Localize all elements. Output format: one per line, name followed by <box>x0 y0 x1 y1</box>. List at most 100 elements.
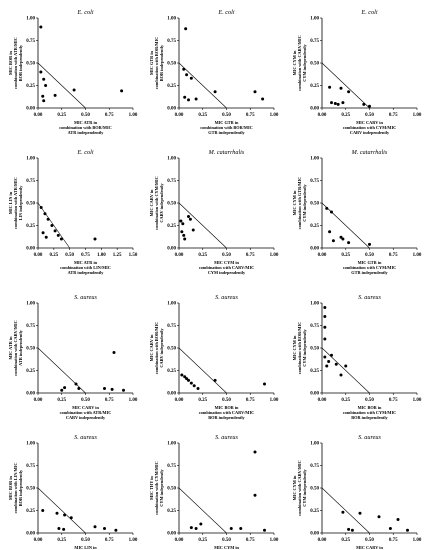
x-tick-label: 0.25 <box>57 538 66 543</box>
reference-line <box>321 347 370 394</box>
data-point <box>358 511 362 515</box>
x-tick-label: 0.50 <box>81 398 90 403</box>
x-axis-label: MIC ATR in <box>74 260 98 265</box>
chart-title: E. coli <box>76 149 93 156</box>
data-point <box>41 231 45 235</box>
y-tick-label: 0.75 <box>310 179 319 184</box>
x-axis-label: combination with CYM/MIC <box>343 125 396 130</box>
data-point <box>182 67 186 71</box>
y-tick-label: 0.25 <box>167 224 176 229</box>
chart-title: S. aureus <box>358 294 381 301</box>
data-point <box>114 528 118 532</box>
y-tick-label: 0.25 <box>167 84 176 89</box>
x-tick-label: 0.00 <box>318 253 327 258</box>
x-tick-label: 0.50 <box>81 538 90 543</box>
y-axis-label: MIC CYM in combination with CARV/MIC CYM i… <box>292 35 307 90</box>
y-axis-label: MIC BOR in combination with ATR/MIC BOR in… <box>8 37 23 89</box>
y-tick-label: 1.00 <box>26 17 35 22</box>
data-point <box>261 97 265 101</box>
x-axis-label: BOR independently <box>208 415 245 420</box>
y-axis-label-line: combination with CYM/MIC <box>154 176 159 229</box>
data-point <box>184 27 188 31</box>
chart-title: M. catarrhalis <box>208 149 245 156</box>
x-axis-label: combination with CYM/MIC <box>343 265 396 270</box>
data-point <box>69 516 73 520</box>
chart-panel-1: E. coli 0.00 0.25 0.50 0.75 1.00 0.00 0.25 0.50 0… <box>8 9 138 135</box>
data-point <box>347 241 351 245</box>
y-tick-label: 0.75 <box>167 39 176 44</box>
y-tick-label: 0.75 <box>26 39 35 44</box>
y-axis-label: MIC CYM in combination with GTR/MIC CYM in… <box>292 177 307 230</box>
y-tick-label: 0.25 <box>310 509 319 514</box>
y-tick-label: 0.50 <box>167 347 176 352</box>
x-axis-label: CARV independently <box>66 415 106 420</box>
y-axis-label-line: CYM independently <box>302 183 307 221</box>
y-axis-label-line: LIN independently <box>18 185 23 221</box>
data-point <box>42 99 46 103</box>
x-axis-label: MIC CYM in <box>214 545 239 550</box>
data-point <box>199 522 203 526</box>
data-point <box>253 90 257 94</box>
x-axis-label: combination with LIN/MIC <box>60 265 111 270</box>
y-axis-label-line: combination with BOR/MIC <box>154 37 159 90</box>
data-point <box>41 509 45 512</box>
reference-line <box>321 202 370 249</box>
y-axis-label-line: CYM independently <box>302 328 307 366</box>
chart-panel-3: E. coli 0.00 0.25 0.50 0.75 1.00 0.00 0.25 0.50 0… <box>292 9 422 135</box>
data-point <box>44 84 48 87</box>
y-tick-label: 0.50 <box>26 62 35 67</box>
x-axis-label: combination with BOR/MIC <box>59 125 112 130</box>
data-point <box>196 387 200 390</box>
x-tick-label: 0.25 <box>198 113 207 118</box>
data-point <box>194 527 198 530</box>
y-axis-label-line: CYM independently <box>159 468 164 506</box>
y-axis-label: MIC ATR in combination with CARV/MIC ATR i… <box>8 320 23 375</box>
x-tick-label: 1.00 <box>129 113 138 118</box>
x-tick-label: 0.75 <box>246 538 255 543</box>
x-tick-label: 0.75 <box>246 113 255 118</box>
data-point <box>50 224 54 227</box>
chart-panel-10: S. aureus 0.00 0.25 0.50 0.75 1.00 0.00 0.25 0.5… <box>8 434 138 550</box>
y-axis-label-line: combination with BOR/MIC <box>297 322 302 375</box>
data-point <box>323 337 327 341</box>
x-axis-label: CYM independently <box>208 270 246 275</box>
x-tick-label: 0.50 <box>365 538 374 543</box>
x-axis-label: MIC CARV in <box>72 405 99 410</box>
data-point <box>56 233 60 237</box>
data-point <box>229 527 233 530</box>
chart-panel-7: S. aureus 0.00 0.25 0.50 0.75 1.00 0.00 0.25 0.5… <box>8 294 138 420</box>
x-axis-label: ATR independently <box>68 270 105 275</box>
y-axis-label-line: combination with CARV/MIC <box>297 35 302 90</box>
y-tick-label: 0.50 <box>167 62 176 67</box>
y-axis-label-line: BOR independently <box>18 469 23 506</box>
data-point <box>93 525 97 529</box>
x-axis-label: combination with CYM/MIC <box>343 410 396 415</box>
data-point <box>263 382 266 386</box>
y-tick-label: 0.00 <box>167 247 176 252</box>
data-point <box>333 102 337 105</box>
chart-panel-9: S. aureus 0.00 0.25 0.50 0.75 1.00 0.00 0.25 0.5… <box>292 294 422 420</box>
data-point <box>39 25 43 29</box>
y-tick-label: 0.75 <box>310 464 319 469</box>
y-axis-label-line: combination with GTR/MIC <box>297 177 302 230</box>
reference-line <box>37 347 86 394</box>
data-point <box>42 77 46 81</box>
chart-title: E. coli <box>76 9 93 16</box>
y-tick-label: 0.00 <box>26 532 35 537</box>
x-axis-label: MIC BOR in <box>358 405 382 410</box>
data-point <box>368 242 371 246</box>
chart-title: E. coli <box>360 9 377 16</box>
data-point <box>63 513 67 517</box>
y-tick-label: 0.25 <box>310 84 319 89</box>
x-axis-label: CARV independently <box>350 130 390 135</box>
data-point <box>189 526 193 530</box>
data-point <box>53 229 57 233</box>
data-point <box>328 230 332 234</box>
x-tick-label: 0.50 <box>365 113 374 118</box>
x-tick-label: 1.25 <box>113 253 122 258</box>
y-tick-label: 0.75 <box>26 464 35 469</box>
data-point <box>185 73 189 77</box>
data-point <box>347 90 351 94</box>
x-axis-label: GTR independently <box>208 130 245 135</box>
y-tick-label: 0.75 <box>310 324 319 329</box>
